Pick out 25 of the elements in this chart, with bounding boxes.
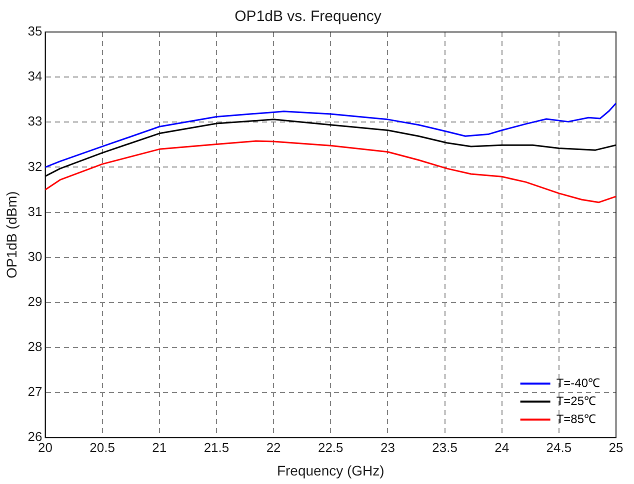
y-tick-label: 30 (28, 248, 42, 264)
x-tick-label: 25 (608, 440, 624, 455)
x-tick-label: 21 (152, 440, 167, 455)
y-tick-label: 32 (28, 158, 42, 174)
y-tick-label: 35 (28, 24, 42, 39)
y-tick-label: 31 (28, 204, 42, 219)
legend-label: T=-40℃ (556, 376, 600, 390)
x-tick-label: 20.5 (90, 440, 115, 455)
y-tick-label: 27 (28, 384, 42, 400)
x-tick-label: 22.5 (318, 440, 344, 455)
x-tick-label: 23 (380, 440, 395, 455)
chart-title: OP1dB vs. Frequency (234, 8, 382, 26)
x-tick-label: 23.5 (432, 440, 458, 455)
y-axis-title: OP1dB (dBm) (3, 191, 20, 278)
x-axis-title: Frequency (GHz) (276, 462, 384, 478)
y-tick-label: 29 (28, 294, 42, 309)
legend-label: T=25℃ (556, 394, 596, 408)
x-tick-label: 24 (494, 440, 510, 455)
x-tick-label: 21.5 (204, 440, 230, 455)
y-tick-label: 34 (28, 68, 42, 84)
legend-label: T=85℃ (556, 412, 596, 426)
x-tick-label: 22 (266, 440, 281, 455)
y-tick-label: 33 (28, 114, 42, 129)
y-tick-label: 28 (28, 339, 42, 354)
x-tick-label: 24.5 (546, 440, 572, 455)
